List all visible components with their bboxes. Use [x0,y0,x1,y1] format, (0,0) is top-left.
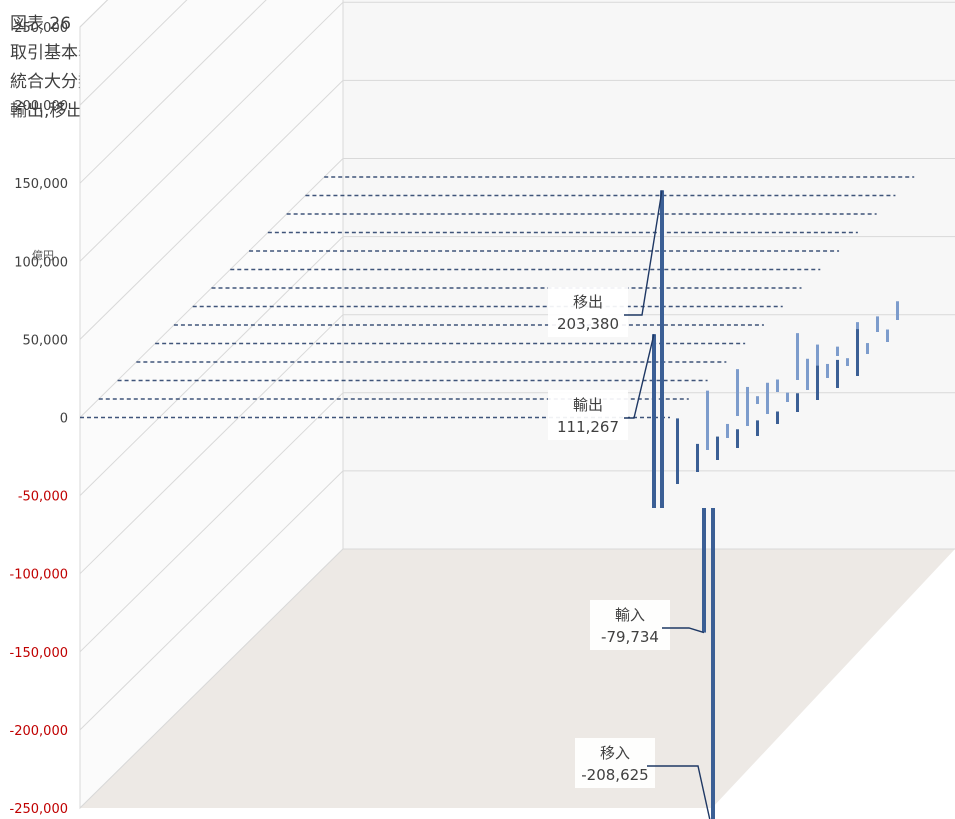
minor-bar [746,386,749,426]
minor-bar [786,392,789,402]
minor-bar [756,396,759,404]
gridline-side [79,548,344,809]
minor-bar [796,393,799,412]
minor-bar [826,363,829,378]
y-tick-label: -200,000 [10,724,68,739]
minor-bar [896,301,899,320]
callout-leader-移入 [647,765,711,819]
figure-number: 図表 26 [10,14,72,34]
y-tick-label: 100,000 [14,255,68,270]
callout-value-移入: -208,625 [581,766,648,784]
gridline-side [79,470,344,731]
minor-bar [756,420,759,436]
callout-box-移出 [548,287,628,337]
callout-box-移入 [575,738,655,788]
minor-bar [736,429,739,448]
y-tick-label: -150,000 [10,646,68,661]
minor-bar [856,329,859,376]
minor-bar [676,418,679,484]
bar-輸入 [702,508,706,633]
gridline-side [79,80,344,340]
minor-bar [796,333,799,380]
minor-bar [836,346,839,356]
y-tick-label: 50,000 [23,333,69,348]
y-tick-label: 0 [60,412,68,427]
minor-bar [776,411,779,424]
gridline-side [79,0,267,184]
callout-value-輸入: -79,734 [601,628,659,646]
floor [80,549,955,808]
callout-leader-輸入 [662,627,705,634]
gridline-side [79,314,344,575]
minor-bar [726,423,729,438]
callout-label-移出: 移出 [573,293,603,311]
callout-label-輸入: 輸入 [615,606,645,624]
minor-bar [696,443,699,472]
minor-bar [716,436,719,460]
bar-移出 [660,190,664,508]
gridline-side [79,1,344,262]
minor-bar [806,358,809,390]
minor-bar [706,390,709,450]
callout-label-輸出: 輸出 [573,396,603,414]
y-tick-label: -50,000 [18,490,68,505]
minor-bar [776,379,779,392]
minor-bar [816,365,819,400]
callout-box-輸出 [548,390,628,440]
y-tick-label: 250,000 [14,21,68,36]
y-axis-unit: 億円 [32,249,54,262]
y-tick-label: 200,000 [14,99,68,114]
bar-輸出 [652,334,656,508]
minor-bar [846,358,849,366]
minor-bar [766,382,769,414]
minor-bar [886,329,889,342]
gridline-side [79,236,344,496]
callout-box-輸入 [590,600,670,650]
callout-label-移入: 移入 [600,744,630,762]
minor-bar [836,359,839,388]
callout-value-輸出: 111,267 [557,418,619,436]
bar-移入 [711,508,715,819]
y-tick-label: 150,000 [14,177,68,192]
callout-leader-輸出 [624,334,655,419]
gridline-side [79,0,188,106]
minor-bar [736,369,739,416]
minor-bar [816,344,819,368]
y-tick-label: -100,000 [10,568,68,583]
y-tick-label: -250,000 [10,802,68,817]
callout-leader-移出 [624,190,663,316]
minor-bar [866,343,869,354]
minor-bar [876,316,879,332]
gridline-side [79,392,344,653]
callout-value-移出: 203,380 [557,315,619,333]
